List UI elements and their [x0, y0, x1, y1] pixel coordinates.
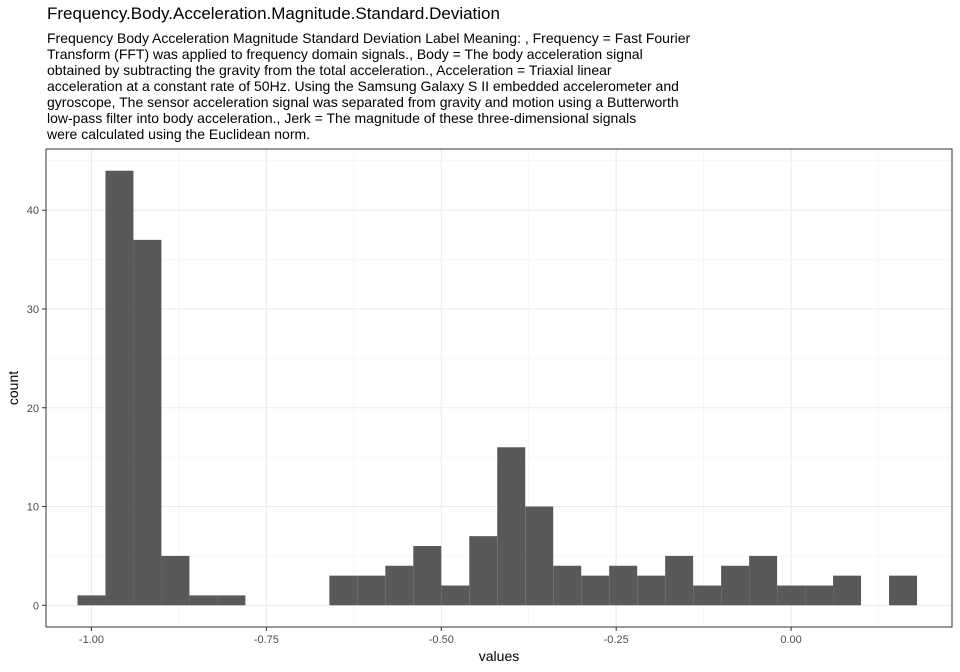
x-axis-tick-labels: -1.00 -0.75 -0.50 -0.25 0.00 — [79, 634, 802, 646]
axis-ticks — [42, 209, 792, 631]
histogram-bar — [581, 575, 610, 606]
histogram-bar — [805, 585, 834, 606]
histogram-bar — [553, 565, 582, 606]
histogram-bar — [693, 585, 722, 606]
y-tick-label: 30 — [27, 304, 39, 316]
histogram-bar — [749, 555, 778, 606]
histogram-bar — [105, 170, 134, 606]
x-tick-label: -0.25 — [604, 634, 629, 646]
histogram-bar — [497, 447, 526, 606]
histogram-bar — [833, 575, 862, 606]
histogram-bar — [217, 595, 246, 606]
y-axis-tick-labels: 0 10 20 30 40 — [27, 205, 39, 612]
panel-border — [45, 148, 953, 628]
histogram-bar — [721, 565, 750, 606]
histogram-bar — [469, 536, 498, 606]
y-tick-label: 10 — [27, 502, 39, 514]
subtitle-line: acceleration at a constant rate of 50Hz.… — [47, 78, 679, 94]
y-tick-label: 20 — [27, 403, 39, 415]
subtitle-line: Transform (FFT) was applied to frequency… — [47, 46, 643, 62]
histogram-bar — [525, 506, 554, 606]
subtitle-line: gyroscope, The sensor acceleration signa… — [47, 94, 679, 110]
x-tick-label: -0.75 — [254, 634, 279, 646]
x-axis-title: values — [479, 648, 519, 664]
y-tick-label: 40 — [27, 205, 39, 217]
x-tick-label: 0.00 — [780, 634, 801, 646]
histogram-bar — [77, 595, 106, 606]
y-axis-title: count — [5, 371, 21, 405]
chart-title: Frequency.Body.Acceleration.Magnitude.St… — [47, 4, 500, 23]
x-tick-label: -1.00 — [79, 634, 104, 646]
histogram-bar — [189, 595, 218, 606]
histogram-bar — [385, 565, 414, 606]
subtitle-line: low-pass filter into body acceleration.,… — [47, 110, 637, 126]
subtitle-line: were calculated using the Euclidean norm… — [47, 126, 311, 142]
subtitle-line: obtained by subtracting the gravity from… — [47, 62, 612, 78]
subtitle-line: Frequency Body Acceleration Magnitude St… — [47, 30, 691, 46]
histogram-bar — [889, 575, 918, 606]
minor-gridlines — [46, 149, 952, 627]
histogram-bar — [777, 585, 806, 606]
y-tick-label: 0 — [33, 600, 39, 612]
histogram-bar — [665, 555, 694, 606]
histogram-bar — [413, 546, 442, 606]
histogram-bar — [357, 575, 386, 606]
histogram-bar — [609, 565, 638, 606]
histogram-bar — [161, 555, 190, 606]
chart-subtitle: Frequency Body Acceleration Magnitude St… — [47, 30, 747, 142]
histogram-bar — [133, 239, 162, 606]
x-tick-label: -0.50 — [429, 634, 454, 646]
histogram-bar — [329, 575, 358, 606]
histogram-bar — [637, 575, 666, 606]
histogram-bars — [77, 170, 918, 606]
histogram-bar — [441, 585, 470, 606]
